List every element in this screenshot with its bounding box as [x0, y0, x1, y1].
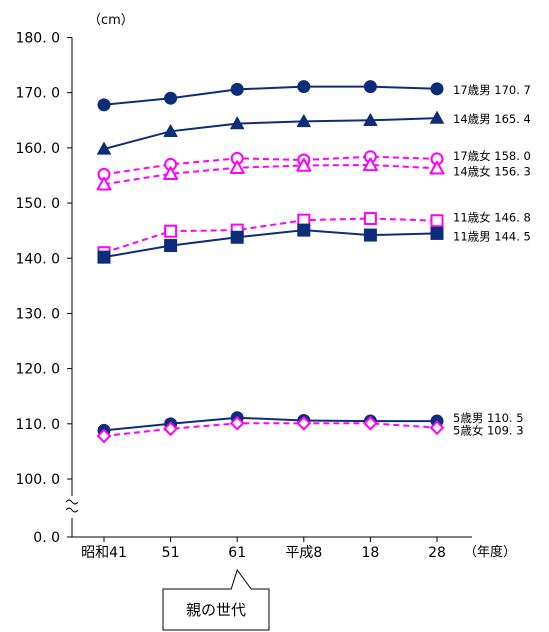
- data-point-marker: [362, 415, 378, 431]
- data-point-marker: [230, 82, 244, 96]
- data-point-marker: [97, 250, 111, 264]
- x-tick-label: 18: [361, 545, 379, 561]
- data-point-marker: [363, 113, 378, 126]
- series-line: [103, 416, 437, 432]
- data-point-marker: [297, 223, 311, 237]
- x-tick-label: 平成8: [285, 545, 322, 561]
- data-point-marker: [296, 415, 312, 431]
- data-point-marker: [362, 157, 378, 172]
- series-end-label: 14歳女 156. 3: [453, 164, 531, 178]
- x-tick-label: 51: [162, 545, 180, 561]
- data-point-marker: [230, 230, 244, 244]
- series-11歳女: [97, 212, 444, 260]
- data-point-marker: [163, 166, 179, 181]
- axis-break-mark: [65, 507, 79, 513]
- data-point-marker: [297, 80, 311, 94]
- series-end-label: 5歳女 109. 3: [453, 424, 524, 438]
- data-point-marker: [164, 224, 178, 238]
- data-point-marker: [363, 212, 377, 226]
- x-tick-label: 61: [228, 545, 246, 561]
- x-axis-unit: （年度）: [464, 544, 516, 560]
- y-tick-label: 120. 0: [15, 362, 60, 378]
- data-point-marker: [163, 421, 179, 437]
- series-17歳女: [97, 150, 444, 181]
- callout-label: 親の世代: [186, 601, 246, 619]
- data-point-marker: [96, 428, 112, 444]
- series-11歳男: [97, 223, 444, 264]
- y-axis-unit: （cm）: [88, 13, 134, 28]
- data-point-marker: [163, 124, 178, 138]
- data-point-marker: [363, 80, 377, 94]
- y-tick-label: 150. 0: [15, 196, 60, 212]
- data-point-marker: [97, 98, 111, 112]
- y-tick-label: 110. 0: [15, 417, 60, 433]
- y-tick-label: 140. 0: [15, 251, 60, 267]
- data-point-marker: [164, 239, 178, 253]
- series-5歳女: [96, 415, 445, 444]
- series-end-label: 17歳女 158. 0: [453, 149, 531, 163]
- data-point-marker: [430, 111, 444, 124]
- y-tick-label: 160. 0: [15, 141, 60, 157]
- x-tick-label: 28: [428, 545, 446, 561]
- series-line: [103, 85, 438, 106]
- y-tick-label: 130. 0: [15, 306, 60, 322]
- series-end-label: 14歳男 165. 4: [453, 112, 531, 126]
- data-point-marker: [363, 228, 377, 242]
- data-point-marker: [430, 226, 444, 240]
- callout: 親の世代: [162, 568, 270, 631]
- series-5歳男: [97, 411, 444, 437]
- data-point-marker: [229, 160, 245, 174]
- series-14歳男: [97, 111, 444, 155]
- data-point-marker: [429, 160, 445, 175]
- data-point-marker: [97, 141, 111, 155]
- series-line: [103, 422, 438, 437]
- series-line: [103, 229, 438, 259]
- y-tick-label: 180. 0: [15, 31, 60, 47]
- data-point-marker: [229, 415, 245, 431]
- series-14歳女: [96, 157, 445, 191]
- series-layer: [96, 80, 445, 444]
- series-end-label: 17歳男 170. 7: [453, 83, 531, 97]
- data-point-marker: [429, 420, 445, 436]
- data-point-marker: [296, 114, 311, 128]
- series-end-label: 11歳女 146. 8: [453, 211, 531, 225]
- data-point-marker: [430, 82, 444, 96]
- y-tick-label: 0. 0: [33, 530, 60, 546]
- data-point-marker: [430, 214, 444, 228]
- data-point-marker: [230, 116, 245, 130]
- series-end-label: 11歳男 144. 5: [453, 229, 531, 243]
- y-tick-label: 170. 0: [15, 86, 60, 102]
- series-line: [103, 217, 438, 254]
- data-point-marker: [164, 91, 178, 105]
- data-point-marker: [296, 158, 312, 172]
- y-tick-label: 100. 0: [15, 472, 60, 488]
- callout-box: [162, 568, 270, 631]
- series-end-label: 5歳男 110. 5: [453, 411, 524, 425]
- x-tick-label: 昭和41: [81, 545, 127, 561]
- axis-break-mark: [65, 499, 79, 505]
- data-point-marker: [96, 176, 112, 191]
- series-line: [103, 117, 438, 150]
- series-17歳男: [97, 80, 444, 112]
